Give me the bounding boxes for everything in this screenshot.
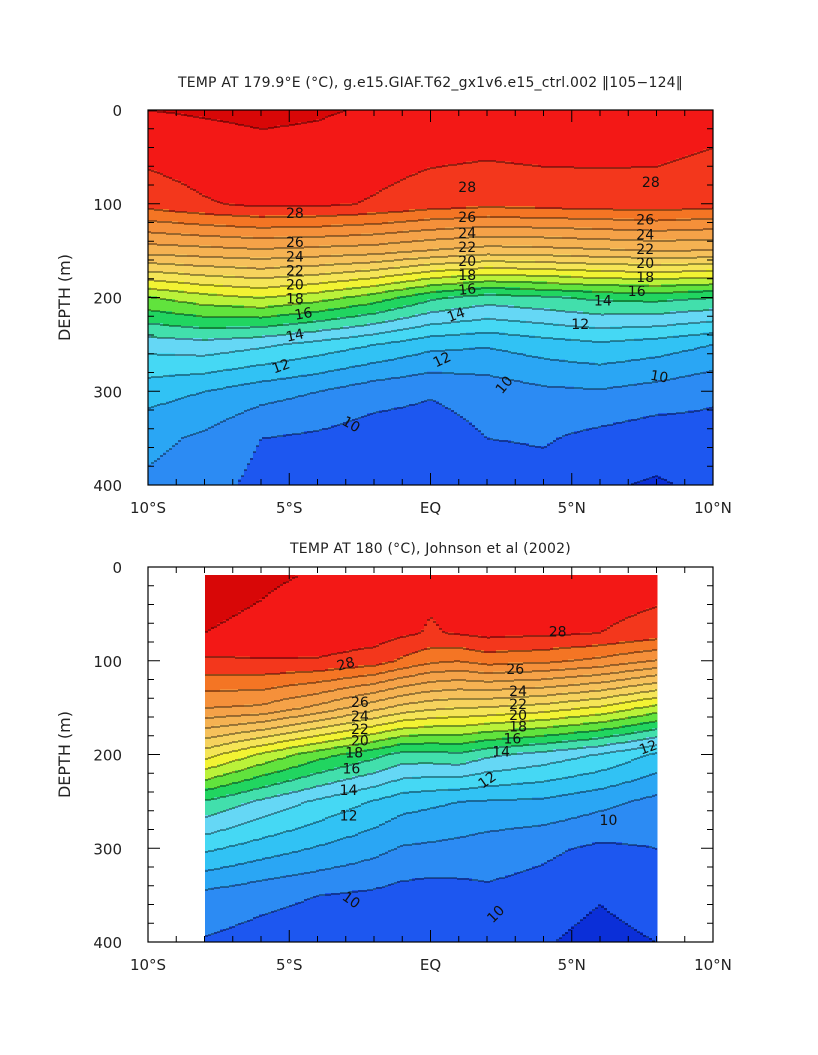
y-tick-label: 400: [93, 477, 122, 495]
y-tick-label: 200: [93, 747, 122, 765]
temperature-field: [205, 575, 657, 942]
contour-label: 26: [636, 213, 654, 229]
chart-title: TEMP AT 179.9°E (°C), g.e15.GIAF.T62_gx1…: [177, 75, 683, 91]
contour-label: 14: [594, 293, 612, 309]
y-tick-label: 100: [93, 653, 122, 671]
y-tick-label: 100: [93, 196, 122, 214]
panel-1: TEMP AT 179.9°E (°C), g.e15.GIAF.T62_gx1…: [55, 75, 732, 517]
contour-label: 12: [571, 317, 589, 333]
chart-title: TEMP AT 180 (°C), Johnson et al (2002): [289, 541, 571, 557]
y-axis-label: DEPTH (m): [55, 711, 74, 798]
contour-label: 16: [342, 762, 360, 778]
contour-label: 28: [549, 625, 567, 641]
y-tick-label: 200: [93, 290, 122, 308]
contour-label: 26: [458, 210, 476, 226]
y-tick-label: 0: [112, 102, 122, 120]
x-tick-label: 10°S: [130, 499, 166, 517]
contour-label: 18: [345, 746, 363, 762]
contour-label: 16: [293, 305, 313, 324]
panel-2: TEMP AT 180 (°C), Johnson et al (2002) 28…: [55, 541, 732, 974]
contour-label: 28: [458, 180, 476, 196]
contour-label: 14: [340, 783, 358, 799]
contour-label: 10: [600, 813, 618, 829]
x-tick-label: 5°N: [558, 499, 586, 517]
y-tick-label: 0: [112, 559, 122, 577]
contour-label: 14: [492, 745, 510, 761]
x-tick-label: 5°N: [558, 956, 586, 974]
y-tick-label: 300: [93, 383, 122, 401]
contour-label: 28: [286, 206, 304, 222]
contour-label: 26: [506, 662, 524, 678]
x-tick-label: 5°S: [276, 956, 303, 974]
x-tick-label: EQ: [420, 499, 441, 517]
y-tick-label: 400: [93, 934, 122, 952]
contour-label: 10: [649, 368, 669, 387]
x-tick-label: 10°N: [694, 499, 732, 517]
x-tick-label: EQ: [420, 956, 441, 974]
contour-label: 28: [642, 175, 660, 191]
x-tick-label: 10°N: [694, 956, 732, 974]
y-tick-label: 300: [93, 840, 122, 858]
contour-label: 16: [628, 284, 646, 300]
x-tick-label: 10°S: [130, 956, 166, 974]
contour-label: 18: [286, 291, 304, 307]
y-axis-label: DEPTH (m): [55, 254, 74, 341]
contour-label: 12: [340, 808, 358, 824]
x-tick-label: 5°S: [276, 499, 303, 517]
contour-label: 16: [458, 281, 477, 298]
